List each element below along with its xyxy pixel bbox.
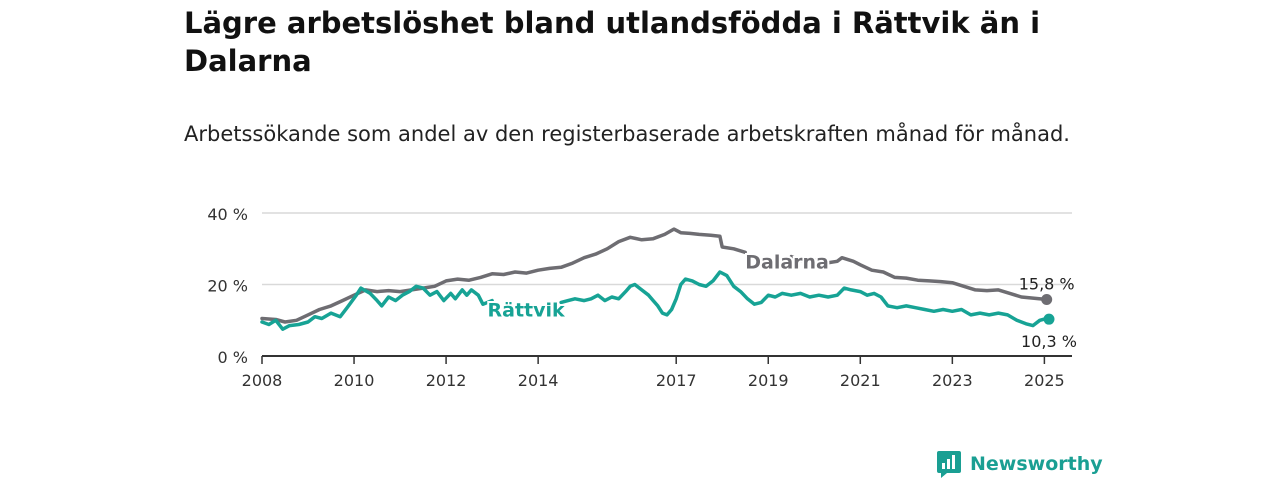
x-tick-label: 2021 <box>840 371 881 390</box>
y-tick-label: 40 % <box>207 205 248 224</box>
x-tick-label: 2012 <box>426 371 467 390</box>
series-name-label: Rättvik <box>488 300 566 322</box>
chart-subtitle: Arbetssökande som andel av den registerb… <box>184 122 1070 146</box>
x-axis: 2008 2010 2012 2014 2017 2019 2021 2023 2025 <box>242 355 1072 390</box>
y-tick-label: 0 % <box>218 348 248 367</box>
grid <box>262 212 1072 286</box>
x-tick-label: 2017 <box>656 371 697 390</box>
end-value-label: 15,8 % <box>1019 275 1075 294</box>
brand[interactable]: Newsworthy <box>936 448 1103 480</box>
series-line <box>789 254 1049 302</box>
x-tick-label: 2025 <box>1024 371 1065 390</box>
series-name-label: Dalarna <box>745 251 829 273</box>
newsworthy-logo-icon <box>937 451 961 478</box>
series-line <box>260 284 494 331</box>
x-tick-label: 2023 <box>932 371 973 390</box>
x-tick-label: 2019 <box>748 371 789 390</box>
y-axis-ticks: 0 % 20 % 40 % <box>207 205 248 367</box>
x-tick-label: 2010 <box>334 371 375 390</box>
series-end-point <box>1043 313 1055 325</box>
y-tick-label: 20 % <box>207 277 248 296</box>
brand-name: Newsworthy <box>970 453 1103 475</box>
x-tick-label: 2008 <box>242 371 283 390</box>
series-line <box>559 270 1051 328</box>
series-labels: 15,8 % 10,3 % Dalarna Rättvik <box>486 249 1077 351</box>
series-end-point <box>1041 294 1053 306</box>
series-lines <box>260 227 1055 331</box>
series-line <box>260 227 747 324</box>
chart-title: Lägre arbetslöshet bland utlandsfödda i … <box>184 6 1041 78</box>
x-tick-label: 2014 <box>518 371 559 390</box>
end-value-label: 10,3 % <box>1021 332 1077 351</box>
